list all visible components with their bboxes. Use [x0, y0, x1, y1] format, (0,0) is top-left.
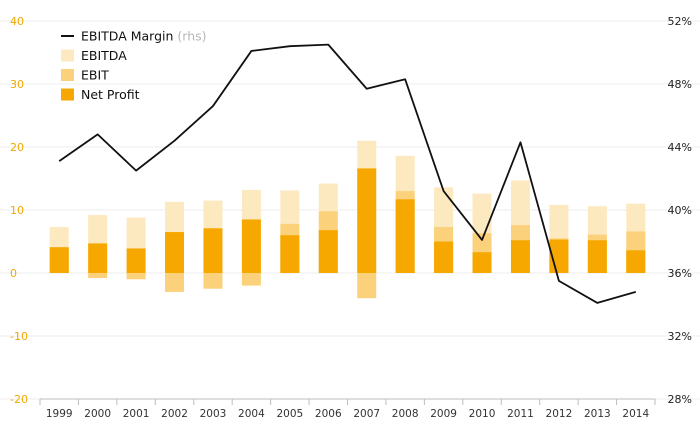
legend-label-text: EBITDA Margin — [81, 29, 173, 44]
x-tick-label: 1999 — [46, 408, 73, 420]
bar-net-profit — [88, 243, 108, 273]
bar-ebit — [126, 273, 146, 280]
x-tick-label: 2007 — [353, 408, 380, 420]
y-left-tick-label: 10 — [10, 204, 24, 217]
line-ebitda-margin — [58, 43, 637, 304]
legend-label-text: Net Profit — [81, 87, 140, 102]
bar-net-profit — [395, 199, 415, 273]
bar-ebit — [241, 273, 261, 286]
bar-net-profit — [587, 240, 607, 273]
y-right-tick-label: 48% — [668, 78, 692, 91]
y-right-tick-label: 28% — [668, 393, 692, 406]
y-left-tick-label: -20 — [10, 393, 28, 406]
legend: EBITDA Margin (rhs) EBITDA EBIT Net Profit — [61, 29, 207, 102]
bar-net-profit — [357, 168, 377, 273]
x-tick-label: 2000 — [84, 408, 111, 420]
bar-ebit — [88, 273, 108, 279]
bars — [49, 140, 646, 299]
x-tick-label: 2009 — [430, 408, 457, 420]
x-tick-label: 2006 — [315, 408, 342, 420]
bar-net-profit — [241, 219, 261, 273]
x-tick-label: 2014 — [622, 408, 649, 420]
x-tick-label: 2002 — [161, 408, 188, 420]
x-tick-label: 2001 — [123, 408, 150, 420]
x-tick-label: 2008 — [392, 408, 419, 420]
y-right-tick-label: 52% — [668, 15, 692, 28]
bar-net-profit — [165, 232, 185, 273]
bar-net-profit — [126, 248, 146, 273]
y-left-tick-label: 40 — [10, 15, 24, 28]
y-left-tick-label: 0 — [10, 267, 17, 280]
bar-net-profit — [434, 241, 454, 273]
legend-label-text: EBITDA — [81, 48, 127, 63]
legend-label-note: (rhs) — [173, 29, 206, 44]
bar-net-profit — [626, 250, 646, 273]
x-tick-label: 2003 — [200, 408, 227, 420]
legend-swatch-ebit — [61, 69, 74, 81]
bar-ebit — [357, 273, 377, 299]
y-right-tick-label: 40% — [668, 204, 692, 217]
x-tick-label: 2011 — [507, 408, 534, 420]
y-left-tick-label: 30 — [10, 78, 24, 91]
legend-label: EBITDA — [81, 48, 127, 63]
legend-label: Net Profit — [81, 87, 140, 102]
y-right-tick-label: 36% — [668, 267, 692, 280]
bar-net-profit — [318, 230, 338, 273]
bar-net-profit — [49, 247, 69, 273]
legend-label-text: EBIT — [81, 68, 109, 83]
bar-net-profit — [510, 240, 530, 273]
axes: 403020100-10-2052%48%44%40%36%32%28%1999… — [10, 15, 692, 420]
bar-net-profit — [280, 235, 300, 273]
y-right-tick-label: 32% — [668, 330, 692, 343]
bar-net-profit — [472, 252, 492, 273]
margin-line — [58, 43, 637, 304]
bar-net-profit — [203, 228, 223, 273]
x-tick-label: 2005 — [276, 408, 303, 420]
legend-label: EBITDA Margin (rhs) — [81, 29, 207, 44]
legend-label: EBIT — [81, 68, 109, 83]
y-right-tick-label: 44% — [668, 141, 692, 154]
legend-swatch-net-profit — [61, 88, 74, 101]
y-left-tick-label: -10 — [10, 330, 28, 343]
x-tick-label: 2004 — [238, 408, 265, 420]
x-tick-label: 2013 — [584, 408, 611, 420]
bar-ebit — [203, 273, 223, 289]
bar-ebit — [165, 273, 185, 292]
y-left-tick-label: 20 — [10, 141, 24, 154]
x-tick-label: 2010 — [469, 408, 496, 420]
legend-swatch-ebitda — [61, 49, 74, 62]
x-tick-label: 2012 — [546, 408, 573, 420]
